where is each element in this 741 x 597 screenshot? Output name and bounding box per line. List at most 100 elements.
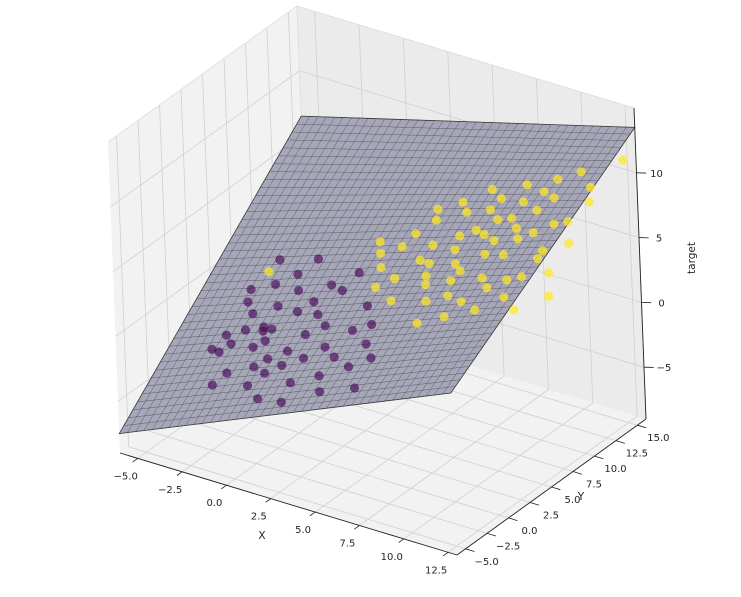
data-point-class-1 [470, 305, 480, 315]
data-point-class-1 [420, 280, 431, 290]
data-point-class-1 [412, 318, 422, 328]
data-point-class-1 [424, 258, 434, 269]
plane-mesh-line [409, 125, 594, 399]
plane-mesh-line [309, 122, 494, 411]
x-tick-mark [398, 538, 405, 543]
y-gridline [116, 135, 466, 550]
data-point-class-1 [584, 197, 594, 207]
data-point-class-0 [260, 336, 270, 346]
data-point-class-0 [329, 352, 339, 362]
plane-mesh-line [287, 139, 621, 148]
data-point-class-1 [428, 240, 438, 250]
data-point-class-1 [563, 217, 573, 227]
data-point-class-1 [450, 245, 460, 255]
plane-mesh-line [417, 126, 602, 398]
y-gridline [137, 120, 488, 534]
data-point-class-0 [207, 380, 217, 390]
data-point-class-1 [509, 305, 519, 315]
x-tick-mark [132, 458, 138, 463]
data-point-class-1 [517, 272, 527, 282]
z-tick-label: 10 [650, 169, 663, 180]
y-axis-label: Y [577, 491, 585, 503]
data-point-class-0 [249, 362, 259, 372]
plane-mesh-line [242, 213, 575, 220]
data-point-class-1 [539, 187, 549, 197]
data-point-class-1 [499, 292, 509, 302]
data-point-class-1 [618, 155, 628, 165]
plane-mesh-line [219, 246, 552, 260]
x-tick-label: 0.0 [206, 498, 222, 509]
plane-mesh-line [384, 125, 569, 402]
data-point-class-1 [462, 207, 472, 217]
x-tick-label: 12.5 [425, 565, 447, 576]
plane-mesh-line [251, 200, 585, 204]
data-point-class-0 [226, 339, 236, 349]
z-tick-label: 5 [656, 234, 662, 245]
data-point-class-1 [455, 266, 465, 276]
y-tick-label: −5.0 [474, 557, 498, 568]
data-point-class-0 [258, 326, 268, 336]
data-point-class-0 [298, 353, 309, 363]
data-point-class-0 [366, 353, 376, 363]
y-tick-mark [529, 502, 540, 506]
plane-mesh-line [237, 220, 571, 228]
data-point-class-1 [376, 262, 386, 273]
data-point-class-1 [456, 297, 466, 307]
data-point-class-0 [300, 329, 310, 340]
x-tick-mark [221, 484, 227, 490]
plane-mesh-line [433, 126, 619, 396]
plane-mesh-line [119, 392, 451, 434]
data-point-class-0 [362, 301, 372, 311]
x-tick-label: 5.0 [295, 525, 311, 536]
data-point-class-1 [455, 231, 465, 241]
data-point-class-1 [489, 236, 499, 246]
data-point-class-0 [242, 381, 253, 391]
data-point-class-0 [361, 339, 371, 349]
data-point-class-0 [267, 324, 277, 334]
data-point-class-1 [498, 250, 508, 260]
data-point-class-1 [450, 259, 460, 269]
data-point-class-0 [320, 342, 330, 352]
data-point-class-0 [315, 387, 325, 397]
data-point-class-0 [309, 297, 319, 307]
data-point-class-1 [431, 215, 441, 225]
y-tick-label: 5.0 [565, 495, 581, 506]
plane-mesh-line [232, 226, 566, 236]
x-tick-label: 10.0 [381, 552, 403, 563]
data-point-class-0 [314, 371, 324, 381]
plane-mesh-line [450, 127, 635, 394]
plane-mesh-line [278, 155, 612, 161]
data-point-class-1 [458, 197, 468, 207]
data-point-class-0 [260, 368, 270, 378]
plane-mesh-line [228, 233, 562, 244]
data-point-class-1 [421, 296, 431, 306]
plane-mesh-line [296, 123, 631, 135]
data-point-class-1 [397, 242, 407, 252]
z-axis-label: target [686, 242, 698, 274]
plane-mesh-line [255, 193, 589, 196]
data-point-class-0 [347, 325, 358, 335]
data-point-class-1 [477, 273, 487, 283]
plane-mesh-line [326, 123, 510, 409]
data-point-class-1 [538, 246, 548, 256]
data-point-class-0 [337, 285, 347, 296]
data-point-class-1 [480, 249, 490, 259]
plane-mesh-line [223, 240, 557, 252]
plane-mesh-line [269, 171, 603, 175]
plane-mesh-line [292, 131, 626, 141]
data-point-class-1 [446, 276, 456, 286]
data-point-class-0 [282, 346, 293, 356]
data-point-class-0 [349, 383, 360, 393]
plane-mesh-line [273, 163, 608, 168]
data-point-class-0 [367, 319, 377, 330]
data-points [207, 155, 628, 407]
y-tick-label: 0.0 [522, 526, 538, 537]
data-point-class-1 [482, 283, 492, 293]
x-tick-mark [265, 498, 271, 503]
data-point-class-0 [276, 397, 286, 407]
data-point-class-1 [518, 197, 529, 207]
data-point-class-0 [240, 325, 251, 335]
data-point-class-0 [354, 268, 364, 278]
data-point-class-1 [375, 237, 385, 247]
